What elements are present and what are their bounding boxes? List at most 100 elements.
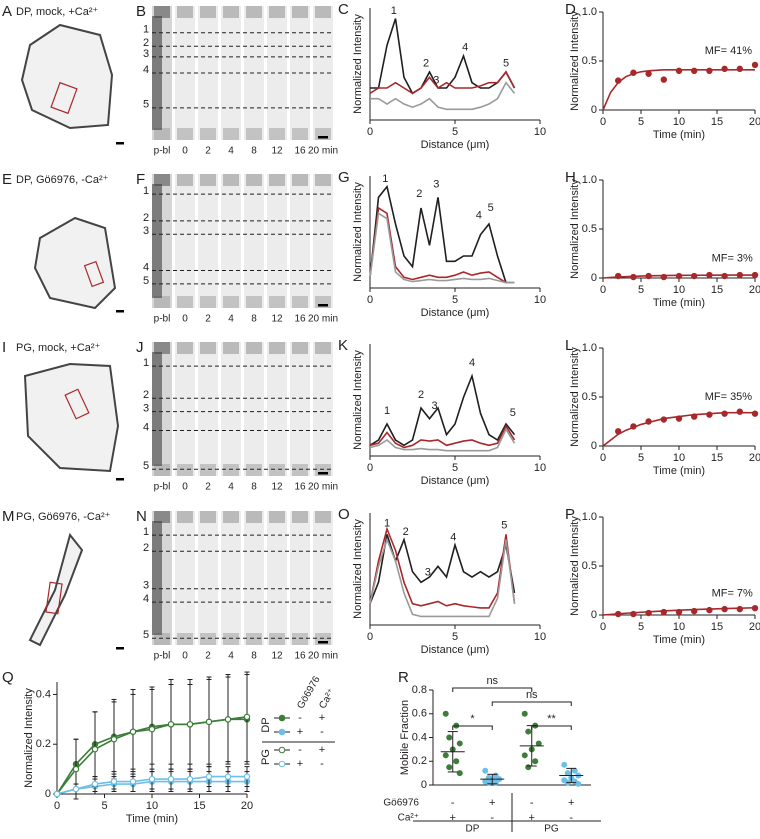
kymo-spot <box>154 342 170 354</box>
x-tick-label: 5 <box>638 452 644 464</box>
data-point <box>535 740 542 747</box>
data-point <box>675 67 683 75</box>
roi-line-label: 5 <box>143 629 149 641</box>
y-axis-title: Normalized Intensity <box>352 182 364 282</box>
data-point <box>91 746 99 753</box>
y-tick-label: 1.0 <box>582 174 597 186</box>
annotation: MF= 7% <box>712 587 753 599</box>
panel-letter: Q <box>2 669 14 686</box>
data-point <box>525 764 532 771</box>
roi-line-label: 4 <box>143 421 149 433</box>
kymo-spot <box>177 511 193 523</box>
table-sign: + <box>450 812 456 824</box>
kymo-spot <box>223 174 239 186</box>
panel-letter: L <box>565 337 573 354</box>
roi-line-label: 3 <box>143 225 149 237</box>
data-point <box>521 752 528 759</box>
data-point <box>721 65 728 73</box>
panel-title: PG, mock, +Ca²⁺ <box>16 342 101 354</box>
series-line <box>602 606 756 616</box>
group-label: DP <box>466 824 480 835</box>
x-tick-label: 15 <box>711 621 723 633</box>
legend-group: PG <box>260 749 272 765</box>
data-point <box>243 773 251 780</box>
x-tick-label: 5 <box>452 294 458 306</box>
annotation: 4 <box>469 357 475 369</box>
kymo-spot <box>269 174 285 186</box>
kymo-lane <box>221 511 241 645</box>
kymo-spot <box>292 511 308 523</box>
scale-bar <box>318 641 328 644</box>
panel-letter: D <box>565 1 576 18</box>
data-point <box>485 779 492 786</box>
kymo-spot <box>223 6 239 18</box>
data-point <box>645 70 652 77</box>
data-point <box>91 780 99 788</box>
x-tick-label: 10 <box>673 284 685 296</box>
kymo-spot <box>292 128 308 140</box>
x-axis-title: Time (min) <box>653 297 705 309</box>
x-tick-label: 5 <box>452 631 458 643</box>
data-point <box>148 726 156 733</box>
x-tick-label: 0 <box>367 294 373 306</box>
x-tick-label: 5 <box>638 621 644 633</box>
data-point <box>72 785 80 793</box>
roi-line-label: 2 <box>143 212 149 224</box>
data-point <box>110 778 118 785</box>
kymo-lane <box>198 511 218 645</box>
kymo-lane <box>267 174 287 308</box>
kymo-lane <box>198 342 218 476</box>
roi-line-label: 1 <box>143 24 149 36</box>
x-axis-title: Distance (μm) <box>421 307 490 319</box>
series-line <box>369 206 515 284</box>
data-point <box>224 773 232 780</box>
annotation: 1 <box>384 518 390 530</box>
y-tick-label: 0.2 <box>412 755 427 767</box>
panel-letter: J <box>136 339 144 356</box>
legend-column: Ca²⁺ <box>317 687 337 711</box>
data-point <box>453 758 460 765</box>
panel-letter: H <box>565 169 576 186</box>
y-tick-label: 0.4 <box>36 688 51 700</box>
y-axis-title: Normalized Intensity <box>23 688 35 788</box>
legend-sign: + <box>319 744 325 756</box>
annotation: 3 <box>432 400 438 412</box>
x-axis-title: Distance (μm) <box>421 644 490 656</box>
annotation: 5 <box>510 407 516 419</box>
scale-bar <box>318 472 328 475</box>
data-point <box>110 736 118 743</box>
kymo-spot <box>200 6 216 18</box>
y-tick-label: 0 <box>591 609 597 621</box>
kymo-lane <box>290 174 310 308</box>
kymo-spot <box>246 511 262 523</box>
kymo-spot <box>154 174 170 186</box>
data-point <box>721 410 728 417</box>
data-point <box>691 67 698 75</box>
legend-sign: + <box>297 758 303 770</box>
data-point <box>736 408 744 415</box>
lane-label: 4 <box>228 482 234 493</box>
table-sign: - <box>490 812 494 824</box>
kymo-spot <box>292 633 308 645</box>
x-tick-label: 15 <box>711 284 723 296</box>
x-tick-label: 15 <box>711 452 723 464</box>
x-axis-title: Distance (μm) <box>421 475 490 487</box>
panel-title: PG, Gö6976, -Ca²⁺ <box>16 511 111 523</box>
kymo-spot <box>154 296 170 308</box>
data-point <box>751 61 759 69</box>
series-line <box>370 81 516 111</box>
kymo-spot <box>223 464 239 476</box>
roi-line-label: 3 <box>143 403 149 415</box>
panel-letter: R <box>398 669 409 686</box>
lane-label: 2 <box>205 482 211 493</box>
legend-group: DP <box>260 717 272 732</box>
data-point <box>736 65 744 73</box>
kymo-spot <box>292 342 308 354</box>
kymo-lane <box>175 174 195 308</box>
data-point <box>575 780 582 787</box>
x-tick-label: 0 <box>54 800 60 812</box>
kymo-lane <box>313 174 333 308</box>
series-line <box>602 411 755 447</box>
roi-box <box>45 581 63 615</box>
x-tick-label: 20 <box>241 800 253 812</box>
